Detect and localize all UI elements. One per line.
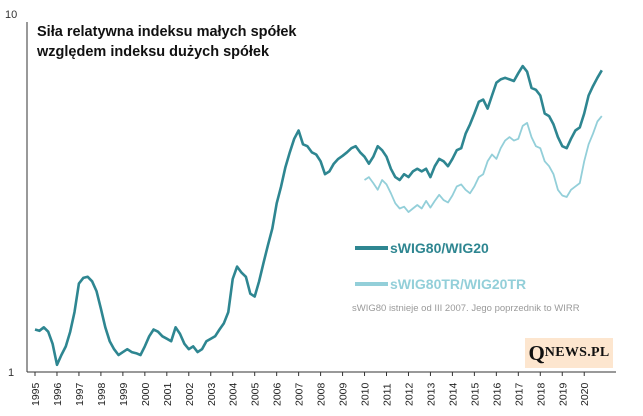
- x-tick-label: 2011: [382, 383, 394, 406]
- qnews-logo: Q NEWS.PL: [525, 338, 613, 368]
- series-line-swig80-wig20: [34, 64, 603, 367]
- legend-swatch-swig80tr-wig20tr: [355, 282, 388, 287]
- chart-axes: 1 10 1995 1996 1997 1998 1999 2000 2001 2002 2003 2…: [5, 9, 616, 406]
- logo-q-letter: Q: [528, 340, 545, 365]
- x-tick-label: 1997: [74, 382, 86, 406]
- x-tick-label: 2012: [403, 382, 415, 406]
- x-tick-label: 2002: [184, 382, 196, 406]
- chart-series-layer: [34, 64, 603, 367]
- x-tick-label: 2007: [294, 382, 306, 406]
- x-tick-label: 2008: [316, 382, 328, 406]
- x-tick-label: 2005: [250, 382, 262, 406]
- y-tick-label: 10: [5, 9, 17, 21]
- x-tick-label: 2000: [140, 382, 152, 406]
- legend-entry-swig80-wig20: sWIG80/WIG20: [355, 240, 489, 256]
- x-tick-label: 2017: [513, 382, 525, 406]
- x-tick-label: 2016: [491, 382, 503, 406]
- x-tick-label: 2020: [579, 382, 591, 406]
- chart-title-line-1: Siła relatywna indeksu małych spółek: [37, 24, 297, 40]
- x-tick-label: 2014: [447, 382, 459, 406]
- x-tick-label: 2018: [535, 382, 547, 406]
- x-tick-label: 1999: [118, 382, 130, 406]
- x-tick-label: 2006: [272, 382, 284, 406]
- chart-title-line-2: względem indeksu dużych spółek: [37, 44, 270, 60]
- x-tick-label: 2019: [557, 382, 569, 406]
- x-tick-label: 1998: [96, 382, 108, 406]
- y-tick-label: 1: [8, 367, 14, 379]
- x-tick-label: 2001: [162, 382, 174, 406]
- x-tick-label: 2003: [206, 382, 218, 406]
- legend-label-swig80-wig20: sWIG80/WIG20: [390, 240, 489, 256]
- x-tick-label: 2004: [228, 382, 240, 406]
- x-tick-label: 2010: [360, 382, 372, 406]
- legend-entry-swig80tr-wig20tr: sWIG80TR/WIG20TR: [355, 276, 526, 292]
- legend-label-swig80tr-wig20tr: sWIG80TR/WIG20TR: [390, 276, 527, 292]
- x-tick-label: 2015: [469, 382, 481, 406]
- x-tick-label: 1995: [30, 382, 42, 406]
- x-tick-label: 2009: [338, 382, 350, 406]
- series-line-swig80tr-wig20tr: [364, 115, 603, 214]
- logo-text: NEWS.PL: [544, 345, 610, 360]
- x-tick-label: 1996: [52, 382, 64, 406]
- chart-note: sWIG80 istnieje od III 2007. Jego poprze…: [352, 303, 580, 314]
- x-tick-label: 2013: [425, 382, 437, 406]
- legend-swatch-swig80-wig20: [355, 246, 388, 251]
